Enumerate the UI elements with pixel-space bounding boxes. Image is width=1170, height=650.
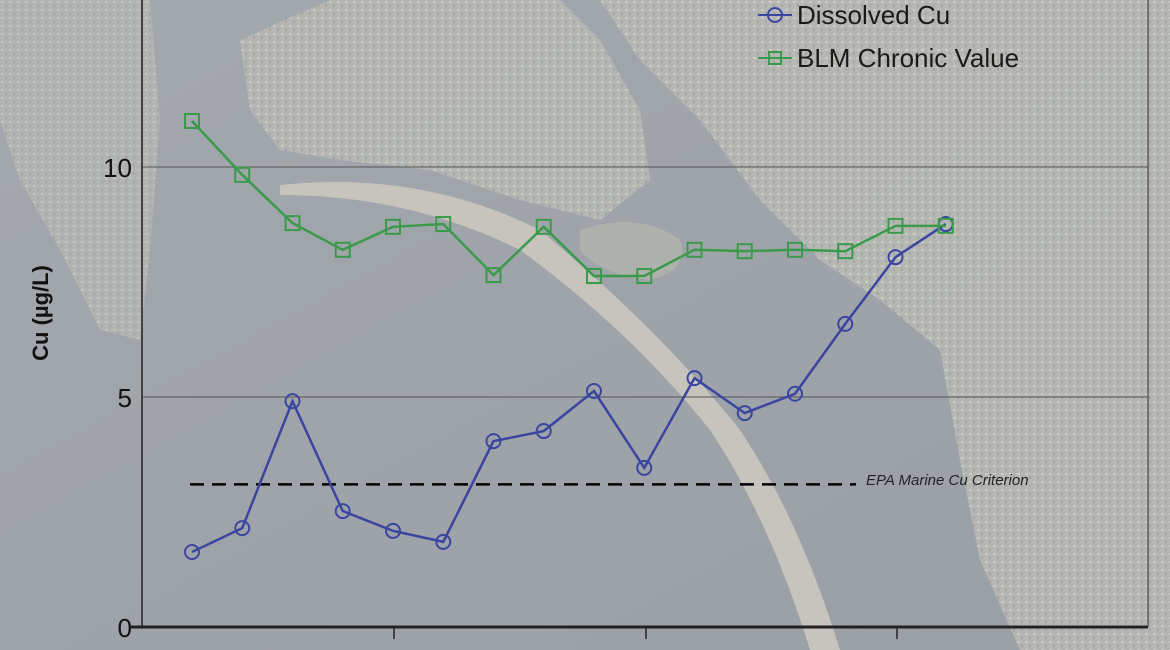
y-tick-label: 5 — [118, 383, 132, 413]
data-point-blm-chronic-value — [636, 268, 653, 285]
data-point-blm-chronic-value — [837, 243, 854, 260]
data-point-dissolved-cu — [385, 522, 401, 539]
axes: 0 5 10 — [103, 0, 1149, 643]
data-point-dissolved-cu — [435, 533, 452, 550]
y-axis-label: Cu (µg/L) — [28, 265, 53, 361]
data-point-blm-chronic-value — [485, 267, 502, 284]
data-point-blm-chronic-value — [535, 218, 552, 235]
data-point-dissolved-cu — [334, 503, 351, 520]
data-point-dissolved-cu — [787, 385, 803, 402]
data-point-dissolved-cu — [586, 383, 602, 400]
epa-criterion-label: EPA Marine Cu Criterion — [866, 472, 1029, 489]
data-point-dissolved-cu — [184, 544, 200, 561]
data-point-dissolved-cu — [636, 459, 653, 476]
data-point-dissolved-cu — [485, 433, 502, 450]
data-point-dissolved-cu — [736, 405, 753, 422]
data-point-blm-chronic-value — [435, 216, 452, 233]
y-tick-label: 10 — [103, 153, 132, 183]
plot-area — [184, 113, 954, 561]
data-point-dissolved-cu — [284, 393, 301, 410]
data-point-dissolved-cu — [535, 423, 552, 440]
data-point-dissolved-cu — [234, 520, 251, 537]
legend-label-blm: BLM Chronic Value — [797, 43, 1019, 73]
data-point-blm-chronic-value — [234, 166, 251, 183]
y-tick-label: 0 — [118, 613, 132, 643]
data-point-dissolved-cu — [837, 315, 854, 332]
data-point-dissolved-cu — [887, 249, 904, 266]
data-point-blm-chronic-value — [887, 217, 904, 234]
data-point-blm-chronic-value — [736, 243, 753, 260]
data-point-dissolved-cu — [686, 370, 703, 387]
data-point-blm-chronic-value — [937, 217, 954, 234]
data-point-blm-chronic-value — [334, 241, 351, 258]
data-point-blm-chronic-value — [184, 113, 200, 129]
data-point-blm-chronic-value — [385, 218, 401, 235]
series-line-dissolved-cu — [191, 222, 947, 554]
series-line-blm-chronic-value — [191, 120, 946, 278]
legend-circle-marker — [767, 7, 783, 23]
data-point-blm-chronic-value — [284, 215, 301, 232]
data-point-blm-chronic-value — [586, 268, 602, 285]
legend-label-dissolved-cu: Dissolved Cu — [797, 0, 950, 30]
legend: Dissolved Cu BLM Chronic Value — [758, 0, 1019, 73]
data-point-blm-chronic-value — [686, 241, 703, 258]
legend-square-marker — [768, 51, 782, 65]
data-point-blm-chronic-value — [787, 241, 803, 258]
